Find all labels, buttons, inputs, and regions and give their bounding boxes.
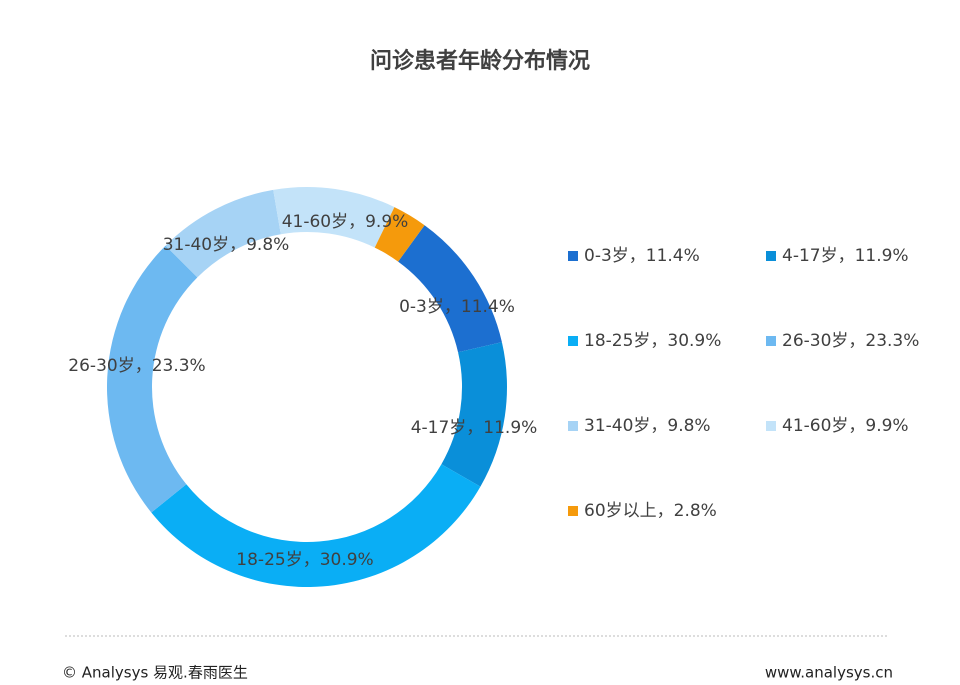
donut-segment (374, 207, 425, 262)
legend-label: 41-60岁，9.9% (782, 416, 909, 436)
legend-swatch (568, 336, 578, 346)
legend-label: 18-25岁，30.9% (584, 331, 721, 351)
legend-swatch (568, 506, 578, 516)
legend-label: 31-40岁，9.8% (584, 416, 711, 436)
legend-label: 0-3岁，11.4% (584, 246, 700, 266)
donut-segment (273, 186, 395, 248)
footer-right: www.analysys.cn (765, 664, 893, 682)
data-label: 18-25岁，30.9% (236, 550, 373, 570)
legend-swatch (766, 336, 776, 346)
plot: 0-3岁，11.4% 4-17岁，11.9% 18-25岁，30.9% 26-30岁，… (68, 186, 919, 587)
data-label: 4-17岁，11.9% (411, 418, 538, 438)
donut-segment (398, 225, 502, 353)
data-label: 0-3岁，11.4% (399, 297, 515, 317)
donut-segment (441, 342, 507, 487)
legend-swatch (766, 251, 776, 261)
donut-segment (151, 464, 481, 587)
data-label: 26-30岁，23.3% (68, 356, 205, 376)
footer-left: © Analysys 易观.春雨医生 (62, 664, 248, 682)
legend-swatch (568, 251, 578, 261)
legend-label: 26-30岁，23.3% (782, 331, 919, 351)
legend-label: 4-17岁，11.9% (782, 246, 909, 266)
data-label: 41-60岁，9.9% (282, 212, 409, 232)
chart-title: 问诊患者年龄分布情况 (370, 48, 590, 74)
legend-label: 60岁以上，2.8% (584, 501, 717, 521)
legend-swatch (766, 421, 776, 431)
donut-segment (165, 189, 281, 278)
data-label: 31-40岁，9.8% (163, 235, 290, 255)
legend-swatch (568, 421, 578, 431)
donut-segment (107, 245, 198, 513)
